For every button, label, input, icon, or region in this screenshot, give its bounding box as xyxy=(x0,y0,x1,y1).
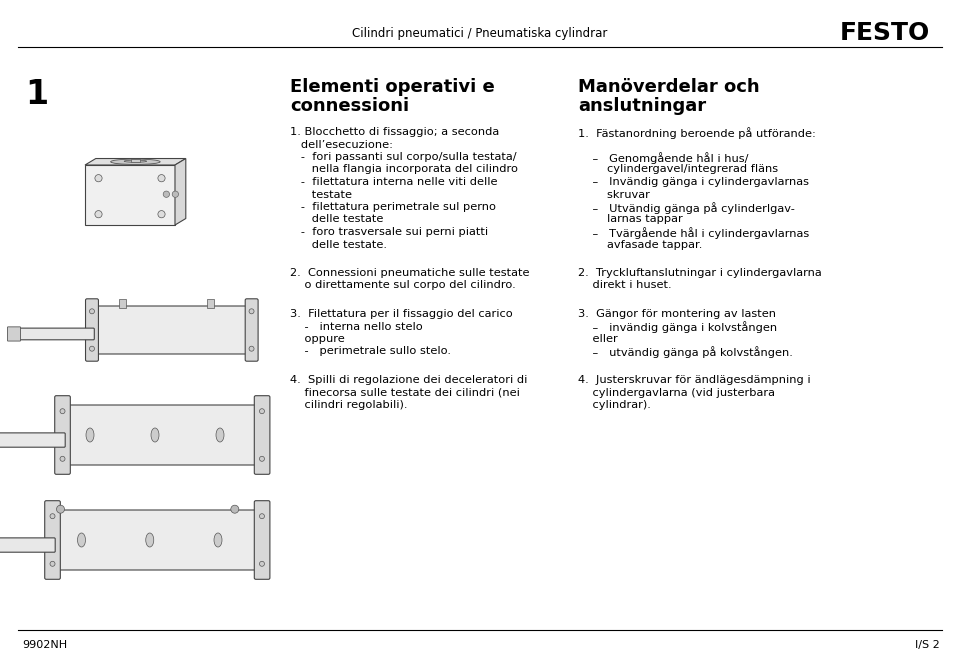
Circle shape xyxy=(157,174,165,182)
Bar xyxy=(131,158,140,162)
Text: 2.  Tryckluftanslutningar i cylindergavlarna: 2. Tryckluftanslutningar i cylindergavla… xyxy=(578,268,822,278)
Text: 3.  Gängor för montering av lasten: 3. Gängor för montering av lasten xyxy=(578,309,776,319)
Circle shape xyxy=(163,191,170,198)
FancyBboxPatch shape xyxy=(85,299,99,361)
Text: o direttamente sul corpo del cilindro.: o direttamente sul corpo del cilindro. xyxy=(290,280,516,290)
Circle shape xyxy=(50,514,55,518)
FancyBboxPatch shape xyxy=(8,327,20,341)
FancyBboxPatch shape xyxy=(254,396,270,474)
Text: skruvar: skruvar xyxy=(578,190,650,200)
Text: 4.  Spilli di regolazione dei deceleratori di: 4. Spilli di regolazione dei decelerator… xyxy=(290,375,527,385)
Text: –   Tvärgående hål i cylindergavlarnas: – Tvärgående hål i cylindergavlarnas xyxy=(578,227,809,239)
Text: 1: 1 xyxy=(25,78,48,111)
Text: -   perimetrale sullo stelo.: - perimetrale sullo stelo. xyxy=(290,347,451,357)
Text: –   utvändig gänga på kolvstången.: – utvändig gänga på kolvstången. xyxy=(578,347,793,359)
Ellipse shape xyxy=(86,428,94,442)
Polygon shape xyxy=(175,158,186,225)
Text: delle testate.: delle testate. xyxy=(290,239,387,249)
Circle shape xyxy=(259,408,264,414)
Bar xyxy=(206,299,213,308)
Text: Manöverdelar och: Manöverdelar och xyxy=(578,78,759,96)
Text: 3.  Filettatura per il fissaggio del carico: 3. Filettatura per il fissaggio del cari… xyxy=(290,309,513,319)
Text: -  filettatura perimetrale sul perno: - filettatura perimetrale sul perno xyxy=(290,202,496,212)
Text: 9902NH: 9902NH xyxy=(22,640,67,650)
Text: delle testate: delle testate xyxy=(290,215,383,225)
Circle shape xyxy=(259,456,264,461)
Ellipse shape xyxy=(146,533,154,547)
Text: 1.  Fästanordning beroende på utförande:: 1. Fästanordning beroende på utförande: xyxy=(578,127,816,139)
Circle shape xyxy=(249,309,254,314)
Text: -   interna nello stelo: - interna nello stelo xyxy=(290,322,422,332)
Text: cilindri regolabili).: cilindri regolabili). xyxy=(290,400,407,410)
FancyBboxPatch shape xyxy=(245,299,258,361)
Text: 1. Blocchetto di fissaggio; a seconda: 1. Blocchetto di fissaggio; a seconda xyxy=(290,127,499,137)
Text: -  filettatura interna nelle viti delle: - filettatura interna nelle viti delle xyxy=(290,177,497,187)
FancyBboxPatch shape xyxy=(88,306,252,354)
Circle shape xyxy=(95,211,102,218)
Text: cylindergavel/integrerad fläns: cylindergavel/integrerad fläns xyxy=(578,164,779,174)
FancyBboxPatch shape xyxy=(0,538,56,552)
Circle shape xyxy=(50,562,55,566)
Bar xyxy=(118,299,126,308)
FancyBboxPatch shape xyxy=(48,510,262,570)
Text: -  fori passanti sul corpo/sulla testata/: - fori passanti sul corpo/sulla testata/ xyxy=(290,152,516,162)
Circle shape xyxy=(57,505,64,513)
Ellipse shape xyxy=(216,428,224,442)
FancyBboxPatch shape xyxy=(58,405,262,465)
FancyBboxPatch shape xyxy=(0,433,65,448)
FancyBboxPatch shape xyxy=(45,501,60,579)
Text: FESTO: FESTO xyxy=(840,21,930,45)
Text: nella flangia incorporata del cilindro: nella flangia incorporata del cilindro xyxy=(290,164,518,174)
FancyBboxPatch shape xyxy=(55,396,70,474)
Text: Cilindri pneumatici / Pneumatiska cylindrar: Cilindri pneumatici / Pneumatiska cylind… xyxy=(352,27,608,40)
Text: larnas tappar: larnas tappar xyxy=(578,215,683,225)
Text: oppure: oppure xyxy=(290,334,345,344)
Text: –   Invändig gänga i cylindergavlarnas: – Invändig gänga i cylindergavlarnas xyxy=(578,177,809,187)
Ellipse shape xyxy=(78,533,85,547)
Circle shape xyxy=(259,514,264,518)
Text: -  foro trasversale sui perni piatti: - foro trasversale sui perni piatti xyxy=(290,227,488,237)
Circle shape xyxy=(95,174,102,182)
Polygon shape xyxy=(85,158,186,165)
Text: connessioni: connessioni xyxy=(290,97,409,115)
Text: eller: eller xyxy=(578,334,617,344)
Circle shape xyxy=(60,456,65,461)
Text: –   invändig gänga i kolvstången: – invändig gänga i kolvstången xyxy=(578,322,778,333)
Ellipse shape xyxy=(214,533,222,547)
Text: finecorsa sulle testate dei cilindri (nei: finecorsa sulle testate dei cilindri (ne… xyxy=(290,387,520,398)
Circle shape xyxy=(172,191,179,198)
Text: –   Utvändig gänga på cylinderlgav-: – Utvändig gänga på cylinderlgav- xyxy=(578,202,795,214)
Text: dell’esecuzione:: dell’esecuzione: xyxy=(290,139,393,149)
Circle shape xyxy=(89,309,94,314)
Circle shape xyxy=(60,408,65,414)
Ellipse shape xyxy=(110,159,160,164)
Text: anslutningar: anslutningar xyxy=(578,97,707,115)
Circle shape xyxy=(230,505,239,513)
FancyBboxPatch shape xyxy=(19,328,94,340)
Circle shape xyxy=(249,346,254,351)
Text: 2.  Connessioni pneumatiche sulle testate: 2. Connessioni pneumatiche sulle testate xyxy=(290,268,530,278)
FancyBboxPatch shape xyxy=(254,501,270,579)
Text: testate: testate xyxy=(290,190,352,200)
Text: –   Genomgående hål i hus/: – Genomgående hål i hus/ xyxy=(578,152,749,164)
Text: direkt i huset.: direkt i huset. xyxy=(578,280,672,290)
Ellipse shape xyxy=(151,428,159,442)
Text: cylindergavlarna (vid justerbara: cylindergavlarna (vid justerbara xyxy=(578,387,775,398)
Text: I/S 2: I/S 2 xyxy=(915,640,940,650)
Text: Elementi operativi e: Elementi operativi e xyxy=(290,78,494,96)
Ellipse shape xyxy=(124,160,147,162)
Circle shape xyxy=(89,346,94,351)
Text: avfasade tappar.: avfasade tappar. xyxy=(578,239,703,249)
Text: 4.  Justerskruvar för ändlägesdämpning i: 4. Justerskruvar för ändlägesdämpning i xyxy=(578,375,810,385)
Text: cylindrar).: cylindrar). xyxy=(578,400,651,410)
Circle shape xyxy=(259,562,264,566)
Circle shape xyxy=(157,211,165,218)
Bar xyxy=(85,165,175,225)
